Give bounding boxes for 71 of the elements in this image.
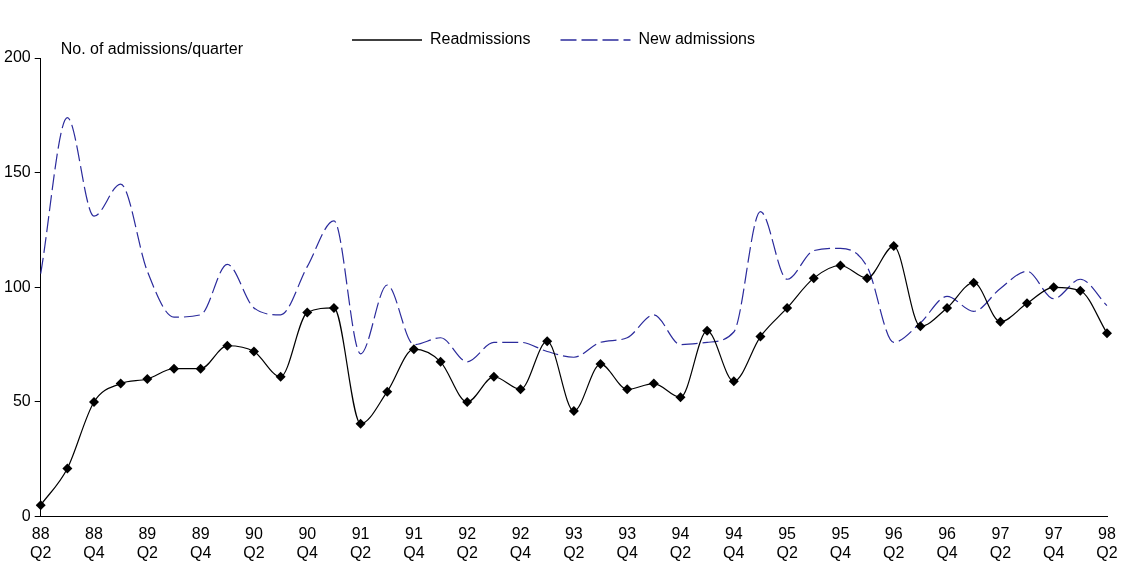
point [1048,282,1059,293]
x-tick-label: 96 Q4 [936,524,958,561]
point [355,418,366,429]
point [35,500,46,511]
x-tick-label: 94 Q2 [669,524,692,561]
point [462,396,473,407]
point [995,316,1006,327]
point [435,356,446,367]
point [702,325,713,336]
x-tick-label: 91 Q2 [349,524,372,561]
point [1022,298,1033,309]
point [835,260,846,271]
line-series [40,117,1108,363]
x-tick-label: 98 Q2 [1096,524,1118,561]
point [89,396,100,407]
point [302,307,313,318]
point [595,359,606,370]
point [195,363,206,374]
x-tick-label: 90 Q2 [243,524,265,561]
point [382,386,393,397]
point [568,406,579,417]
point [168,363,179,374]
point [675,392,686,403]
x-tick-label: 97 Q2 [989,524,1012,561]
x-tick-label: 89 Q2 [136,524,159,561]
point [942,302,953,313]
x-tick-label: 91 Q4 [403,524,425,561]
point [755,331,766,342]
y-tick-label: 200 [3,48,31,66]
point [62,463,73,474]
y-axis-title: No. of admissions/quarter [60,40,244,58]
point [515,384,526,395]
point [728,376,739,387]
x-tick-label: 95 Q2 [776,524,798,561]
point [488,371,499,382]
point [328,302,339,313]
point [408,344,419,355]
legend-label: Readmissions [430,30,531,48]
point [888,241,899,252]
point [782,302,793,313]
point [915,321,926,332]
point [622,384,633,395]
x-tick-label: 92 Q4 [509,524,532,561]
point [222,340,233,351]
y-tick-label: 100 [3,277,31,295]
x-tick-label: 93 Q2 [563,524,585,561]
y-tick-label: 150 [3,163,31,181]
point [648,378,659,389]
y-tick-label: 50 [12,392,31,410]
x-tick-label: 89 Q4 [189,524,212,561]
x-tick-label: 96 Q2 [883,524,905,561]
point [968,277,979,288]
point [275,371,286,382]
x-tick-label: 88 Q4 [83,524,105,561]
point [142,374,153,385]
legend-label: New admissions [638,30,755,48]
x-tick-label: 93 Q4 [616,524,638,561]
x-tick-label: 97 Q4 [1043,524,1065,561]
point [1075,285,1086,296]
x-tick-label: 88 Q2 [30,524,52,561]
point [808,273,819,284]
point [862,273,873,284]
x-tick-label: 94 Q4 [723,524,745,561]
x-tick-label: 92 Q2 [456,524,478,561]
point [542,336,553,347]
y-tick-label: 0 [21,507,31,525]
x-tick-label: 90 Q4 [296,524,319,561]
point [248,346,259,357]
point [1102,328,1112,339]
point [115,378,126,389]
x-tick-label: 95 Q4 [829,524,852,561]
